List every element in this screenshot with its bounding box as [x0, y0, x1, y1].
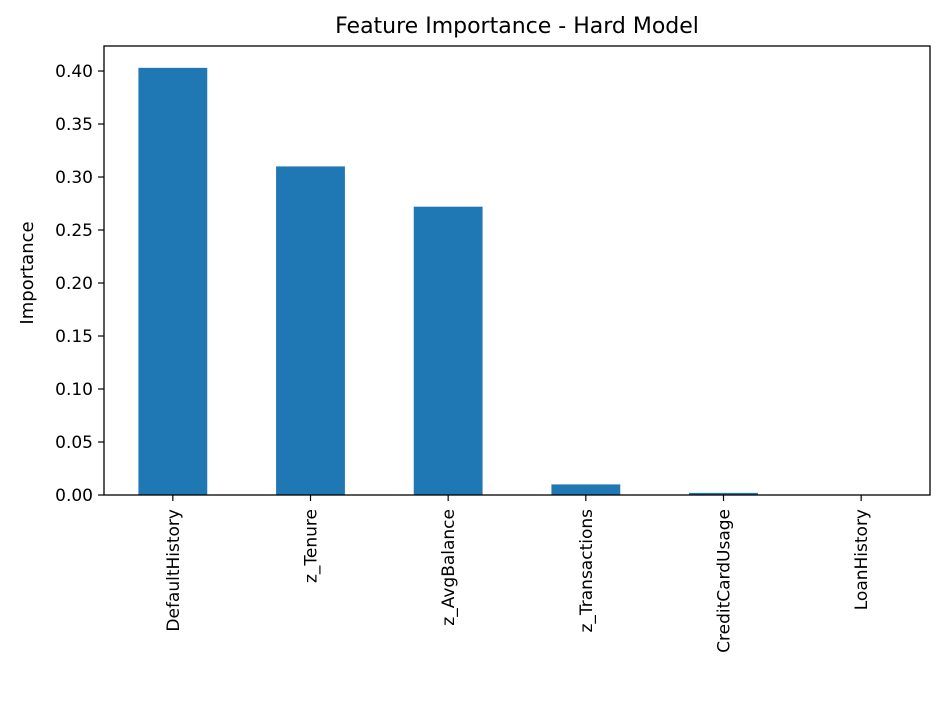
x-tick-label: z_Transactions — [577, 509, 597, 633]
x-tick-label: LoanHistory — [852, 509, 872, 610]
x-tick-label: CreditCardUsage — [715, 509, 735, 653]
y-tick-label: 0.40 — [55, 62, 93, 82]
y-tick-label: 0.15 — [55, 327, 93, 347]
y-tick-label: 0.10 — [55, 380, 93, 400]
y-tick-label: 0.25 — [55, 221, 93, 241]
bar — [413, 206, 483, 495]
y-tick-label: 0.20 — [55, 274, 93, 294]
bar — [689, 492, 758, 495]
y-ticks-group: 0.00 0.05 0.10 0.15 0.20 0.25 0.30 0.35 0.40 — [55, 62, 104, 506]
x-tick-label: DefaultHistory — [164, 509, 184, 632]
bar — [276, 166, 345, 495]
x-tick-label: z_Tenure — [302, 509, 322, 583]
y-tick-label: 0.00 — [55, 486, 93, 506]
y-tick-label: 0.05 — [55, 433, 93, 453]
bars-group — [138, 67, 896, 495]
y-tick-label: 0.30 — [55, 168, 93, 188]
chart-title: Feature Importance - Hard Model — [335, 14, 699, 39]
y-axis-label: Importance — [17, 221, 38, 324]
x-ticks-group: DefaultHistory z_Tenure z_AvgBalance z_Tran… — [164, 495, 872, 653]
bar — [138, 67, 208, 495]
bar — [551, 484, 621, 495]
plot-frame — [103, 45, 931, 496]
y-tick-label: 0.35 — [55, 115, 93, 135]
x-tick-label: z_AvgBalance — [439, 509, 459, 626]
